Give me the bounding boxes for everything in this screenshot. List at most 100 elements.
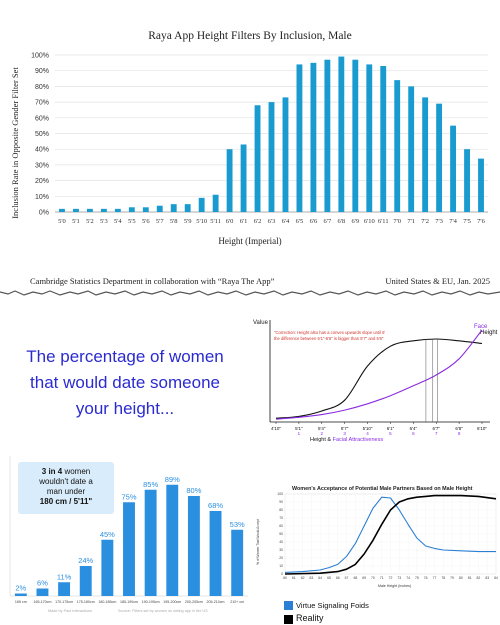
bar [198,197,205,212]
bar [310,62,317,212]
bar [352,59,359,213]
x-tick-label: 5'10 [196,218,207,225]
y-tick-label: 100 [277,492,283,496]
x-tick-label: 61 [292,576,296,580]
bar [166,484,179,596]
bar [394,80,401,213]
x-tick-label: 69 [362,576,366,580]
x-tick-label: 5'1 [72,218,80,225]
tick-label-face: 2 [321,431,324,436]
y-tick-label: 80 [279,508,283,512]
acceptance-title: Women's Acceptance of Potential Male Par… [292,486,473,492]
callout-bold-2: 180 cm / 5'11" [39,497,93,506]
x-tick-label: 6'2 [254,218,262,225]
legend-label-2: Reality [296,613,324,623]
x-tick-label: 6'7 [324,218,332,225]
bar [86,208,93,212]
x-tick-label: 75 [415,576,419,580]
x-tick-label: 175-180cm [77,600,95,604]
x-tick-label: 6'8 [338,218,346,225]
callout-box: 3 in 4 women wouldn't date a man under 1… [18,462,114,514]
y-tick-label: 90% [35,68,49,75]
tick-label-face: 3 [343,431,346,436]
y-tick-label: 70% [35,100,49,107]
data-label: 24% [78,556,93,565]
y-tick-label: 30% [35,162,49,169]
tick-label-height: 5'10" [363,426,373,431]
data-label: 68% [208,501,223,510]
x-tick-label: 185-190cm [120,600,138,604]
height-face-chart: 4'10" 5'1" 5'4" 5'7" 5'10" 6'1" 6'4" 6'7" 6'8" 6'… [269,320,490,436]
correction-note-1: "Correction: Height also has a convex up… [274,330,386,335]
axis-title-height: Height [310,437,326,443]
x-tick-label: 71 [380,576,384,580]
y-tick-label: 50% [35,131,49,138]
bar [240,144,247,212]
face-label: Face [474,324,488,330]
bar [282,97,289,212]
y-tick-label: 50 [279,532,283,536]
tick-label-height: 5'7" [341,426,349,431]
x-tick-label: 5'0 [58,218,66,225]
x-tick-label: 68 [353,576,357,580]
bar [478,158,484,212]
x-tick-label: 205-210cm [207,600,225,604]
chart-title: Raya App Height Filters By Inclusion, Ma… [148,30,352,42]
bar [324,59,331,213]
height-curve [275,338,483,419]
x-tick-label: 5'4 [114,218,122,225]
bar [79,566,92,596]
data-label: 75% [121,492,136,501]
y-tick-label: 90 [279,500,283,504]
x-tick-label: 81 [468,576,472,580]
bar [422,97,429,212]
x-tick-label: 83 [485,576,489,580]
x-tick-label: 210+ cm [230,600,244,604]
x-tick-label: 6'4 [282,218,290,225]
x-tick-label: 7'4 [449,218,457,225]
bar [226,149,233,212]
footnote-right: Source: Filters set by women on dating a… [118,609,208,613]
x-tick-label: 195-200cm [163,600,181,604]
y-tick-label: 10% [35,194,49,201]
x-tick-label: 5'11 [210,218,221,225]
x-tick-label: 165 cm [15,600,27,604]
face-curve [275,329,483,420]
x-tick-label: 170-175cm [55,600,73,604]
x-tick-label: 6'3 [268,218,276,225]
headline-line-3: your height... [75,399,175,418]
bar [187,496,200,596]
x-tick-label: 82 [477,576,481,580]
y-tick-label: 0% [39,210,49,217]
bar [464,149,470,212]
bar [101,539,114,596]
data-label: 89% [165,475,180,484]
y-tick-label: 40 [279,540,283,544]
headline-line-1: The percentage of women [26,347,224,366]
callout-line-1: 3 in 4 women [18,467,114,477]
x-tick-label: 7'3 [435,218,443,225]
bar [338,56,345,212]
bar [450,125,457,212]
x-tick-label: 73 [397,576,401,580]
x-tick-label: 70 [371,576,375,580]
x-tick-label: 6'5 [296,218,304,225]
x-tick-label: 6'11 [378,218,389,225]
x-tick-label: 76 [424,576,428,580]
x-tick-label: 6'1 [240,218,248,225]
bar [144,489,157,596]
tick-label-face: 1 [298,431,301,436]
bar [380,65,387,213]
data-label: 2% [15,584,26,593]
x-tick-label: 7'2 [421,218,429,225]
bar [100,208,107,212]
cm-bar-panel: 2% 165 cm 6% 165-170cm 11% 170-175cm 24% 175-18… [0,448,250,625]
torn-edge [0,290,500,296]
x-tick-label: 79 [450,576,454,580]
bar [114,208,121,212]
bar [14,593,27,596]
x-tick-label: 72 [389,576,393,580]
bar [128,207,135,212]
x-tick-label: 84 [494,576,498,580]
y-tick-label: 20% [35,178,49,185]
